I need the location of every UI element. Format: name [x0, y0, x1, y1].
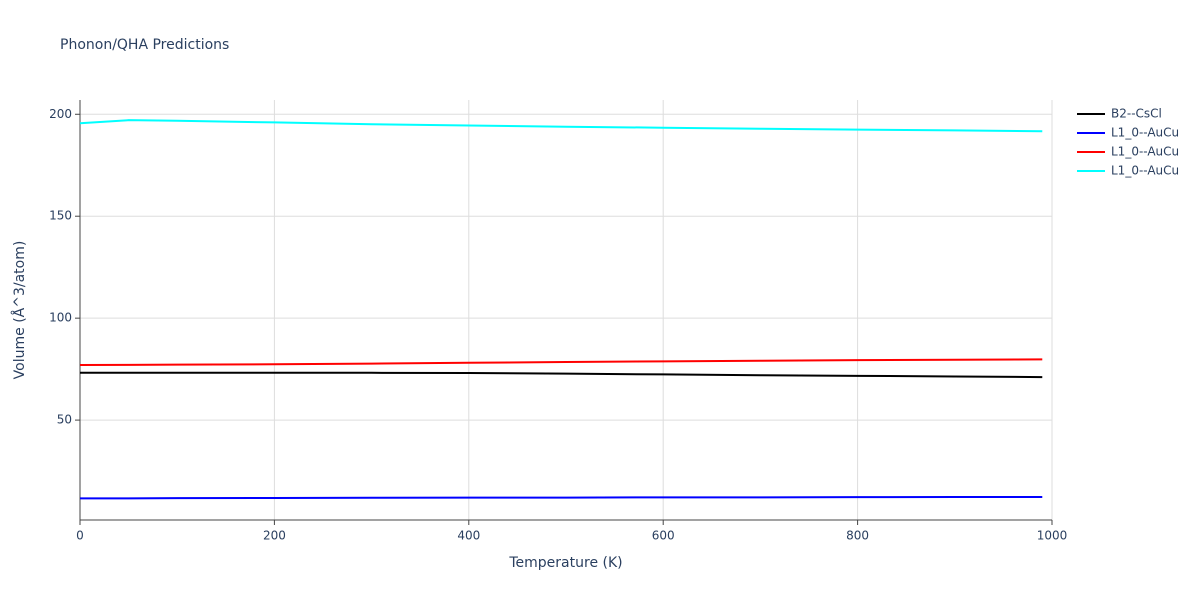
legend-label: L1_0--AuCu — [1111, 126, 1179, 140]
y-axis-label: Volume (Å^3/atom) — [11, 241, 28, 380]
x-tick-label: 0 — [76, 529, 84, 543]
legend-label: L1_0--AuCu — [1111, 145, 1179, 159]
y-tick-label: 50 — [57, 413, 72, 427]
legend-label: B2--CsCl — [1111, 107, 1162, 121]
y-tick-label: 100 — [49, 311, 72, 325]
x-tick-label: 600 — [652, 529, 675, 543]
series-line — [80, 495, 1043, 500]
series-line — [79, 358, 1043, 367]
x-tick-label: 1000 — [1037, 529, 1068, 543]
y-tick-label: 200 — [49, 107, 72, 121]
chart-title: Phonon/QHA Predictions — [60, 37, 229, 53]
x-tick-label: 400 — [457, 529, 480, 543]
x-tick-label: 800 — [846, 529, 869, 543]
series-line — [80, 371, 1043, 379]
series-line — [79, 119, 1043, 133]
x-axis-label: Temperature (K) — [508, 555, 622, 571]
legend-label: L1_0--AuCu — [1111, 164, 1179, 178]
y-tick-label: 150 — [49, 209, 72, 223]
x-tick-label: 200 — [263, 529, 286, 543]
